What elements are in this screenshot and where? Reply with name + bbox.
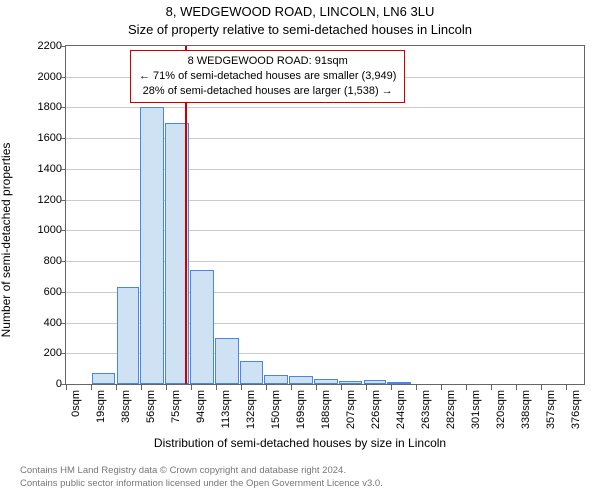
y-tick-mark	[60, 169, 65, 170]
y-tick-label: 2200	[22, 40, 62, 52]
x-tick-mark	[191, 385, 192, 390]
x-tick-mark	[566, 385, 567, 390]
x-tick-mark	[116, 385, 117, 390]
y-tick-mark	[60, 384, 65, 385]
x-tick-mark	[516, 385, 517, 390]
y-axis-label: Number of semi-detached properties	[0, 45, 13, 240]
x-tick-label: 19sqm	[95, 390, 107, 440]
histogram-bar	[364, 380, 386, 384]
x-tick-mark	[416, 385, 417, 390]
histogram-bar	[314, 379, 338, 384]
x-tick-mark	[266, 385, 267, 390]
x-tick-label: 113sqm	[220, 390, 232, 440]
x-tick-label: 301sqm	[470, 390, 482, 440]
x-tick-mark	[241, 385, 242, 390]
title-line-1: 8, WEDGEWOOD ROAD, LINCOLN, LN6 3LU	[0, 4, 600, 19]
x-tick-mark	[441, 385, 442, 390]
y-tick-label: 1200	[22, 194, 62, 206]
x-tick-mark	[491, 385, 492, 390]
y-tick-label: 200	[22, 347, 62, 359]
x-tick-mark	[166, 385, 167, 390]
histogram-bar	[289, 376, 313, 384]
caption: Contains HM Land Registry data © Crown c…	[20, 465, 383, 490]
x-tick-label: 188sqm	[320, 390, 332, 440]
y-tick-label: 1800	[22, 101, 62, 113]
y-tick-label: 1400	[22, 163, 62, 175]
x-tick-label: 132sqm	[245, 390, 257, 440]
x-tick-label: 244sqm	[395, 390, 407, 440]
title-line-2: Size of property relative to semi-detach…	[0, 22, 600, 37]
x-tick-mark	[541, 385, 542, 390]
chart-container: 8, WEDGEWOOD ROAD, LINCOLN, LN6 3LU Size…	[0, 0, 600, 500]
x-tick-mark	[341, 385, 342, 390]
annotation-line-1: 8 WEDGEWOOD ROAD: 91sqm	[139, 54, 396, 69]
x-tick-label: 75sqm	[170, 390, 182, 440]
x-tick-label: 357sqm	[545, 390, 557, 440]
y-tick-mark	[60, 353, 65, 354]
x-tick-label: 376sqm	[570, 390, 582, 440]
x-tick-label: 226sqm	[370, 390, 382, 440]
annotation-line-2: ← 71% of semi-detached houses are smalle…	[139, 69, 396, 84]
x-tick-label: 150sqm	[270, 390, 282, 440]
x-tick-label: 338sqm	[520, 390, 532, 440]
x-tick-mark	[141, 385, 142, 390]
y-tick-mark	[60, 77, 65, 78]
y-tick-mark	[60, 46, 65, 47]
x-tick-label: 169sqm	[295, 390, 307, 440]
histogram-bar	[339, 381, 363, 384]
x-tick-label: 56sqm	[145, 390, 157, 440]
y-tick-mark	[60, 200, 65, 201]
y-tick-mark	[60, 292, 65, 293]
x-tick-label: 207sqm	[345, 390, 357, 440]
y-tick-label: 800	[22, 255, 62, 267]
x-tick-mark	[316, 385, 317, 390]
y-tick-label: 600	[22, 286, 62, 298]
x-tick-mark	[291, 385, 292, 390]
y-tick-mark	[60, 323, 65, 324]
y-tick-mark	[60, 107, 65, 108]
histogram-bar	[240, 361, 262, 384]
y-tick-mark	[60, 261, 65, 262]
y-tick-mark	[60, 230, 65, 231]
x-tick-mark	[66, 385, 67, 390]
x-tick-mark	[466, 385, 467, 390]
x-tick-label: 94sqm	[195, 390, 207, 440]
annotation-line-3: 28% of semi-detached houses are larger (…	[139, 84, 396, 99]
x-tick-label: 0sqm	[70, 390, 82, 440]
x-tick-mark	[91, 385, 92, 390]
histogram-bar	[140, 107, 164, 384]
y-tick-mark	[60, 138, 65, 139]
x-axis-label: Distribution of semi-detached houses by …	[0, 436, 600, 450]
y-tick-label: 1000	[22, 224, 62, 236]
histogram-bar	[264, 375, 288, 384]
x-tick-mark	[216, 385, 217, 390]
histogram-bar	[215, 338, 239, 384]
x-tick-mark	[391, 385, 392, 390]
y-tick-label: 2000	[22, 71, 62, 83]
x-tick-label: 38sqm	[120, 390, 132, 440]
y-tick-label: 400	[22, 317, 62, 329]
x-tick-mark	[366, 385, 367, 390]
x-tick-label: 282sqm	[445, 390, 457, 440]
histogram-bar	[190, 270, 214, 384]
caption-line-2: Contains public sector information licen…	[20, 478, 383, 490]
x-tick-label: 320sqm	[495, 390, 507, 440]
histogram-bar	[387, 382, 411, 384]
annotation-box: 8 WEDGEWOOD ROAD: 91sqm ← 71% of semi-de…	[130, 50, 405, 103]
histogram-bar	[117, 287, 139, 384]
caption-line-1: Contains HM Land Registry data © Crown c…	[20, 465, 383, 477]
y-tick-label: 0	[22, 378, 62, 390]
histogram-bar	[92, 373, 116, 384]
x-tick-label: 263sqm	[420, 390, 432, 440]
y-tick-label: 1600	[22, 132, 62, 144]
